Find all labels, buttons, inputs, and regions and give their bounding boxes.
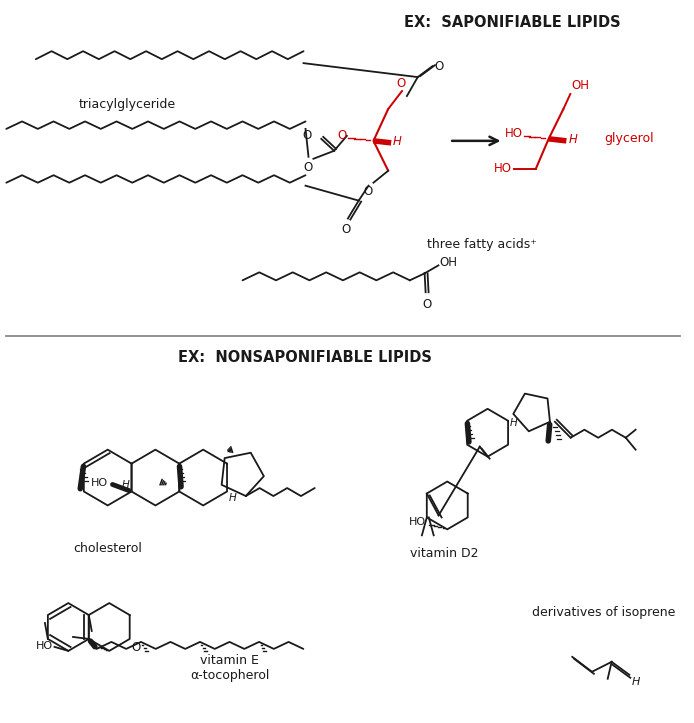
Text: EX:  SAPONIFIABLE LIPIDS: EX: SAPONIFIABLE LIPIDS: [404, 15, 620, 30]
Text: H: H: [510, 418, 518, 428]
Text: vitamin E: vitamin E: [201, 654, 259, 667]
Text: O: O: [337, 129, 347, 142]
Text: HO: HO: [409, 518, 425, 527]
Text: EX:  NONSAPONIFIABLE LIPIDS: EX: NONSAPONIFIABLE LIPIDS: [178, 350, 432, 365]
Text: α-tocopherol: α-tocopherol: [190, 669, 269, 682]
Text: H: H: [229, 494, 237, 503]
Text: O: O: [396, 77, 405, 90]
Text: HO: HO: [494, 162, 512, 175]
Text: H: H: [632, 677, 640, 687]
Text: O: O: [302, 129, 312, 142]
Text: HO: HO: [91, 477, 108, 487]
Text: O: O: [303, 161, 312, 174]
Text: O: O: [341, 223, 350, 236]
Text: OH: OH: [571, 79, 589, 92]
Text: H: H: [393, 135, 402, 148]
Text: derivatives of isoprene: derivatives of isoprene: [532, 606, 675, 619]
Text: cholesterol: cholesterol: [74, 542, 142, 555]
Text: three fatty acids⁺: three fatty acids⁺: [427, 239, 536, 252]
Text: H: H: [568, 133, 577, 146]
Text: H: H: [121, 479, 130, 489]
Text: vitamin D2: vitamin D2: [410, 547, 479, 560]
Text: triacylglyceride: triacylglyceride: [79, 98, 176, 111]
Text: glycerol: glycerol: [604, 132, 653, 145]
Text: HO: HO: [505, 127, 523, 140]
Text: HO: HO: [35, 641, 53, 651]
Text: O: O: [422, 299, 431, 311]
Text: O: O: [363, 184, 373, 197]
Text: O: O: [434, 59, 443, 72]
Text: O: O: [132, 641, 141, 654]
Text: OH: OH: [439, 256, 457, 269]
